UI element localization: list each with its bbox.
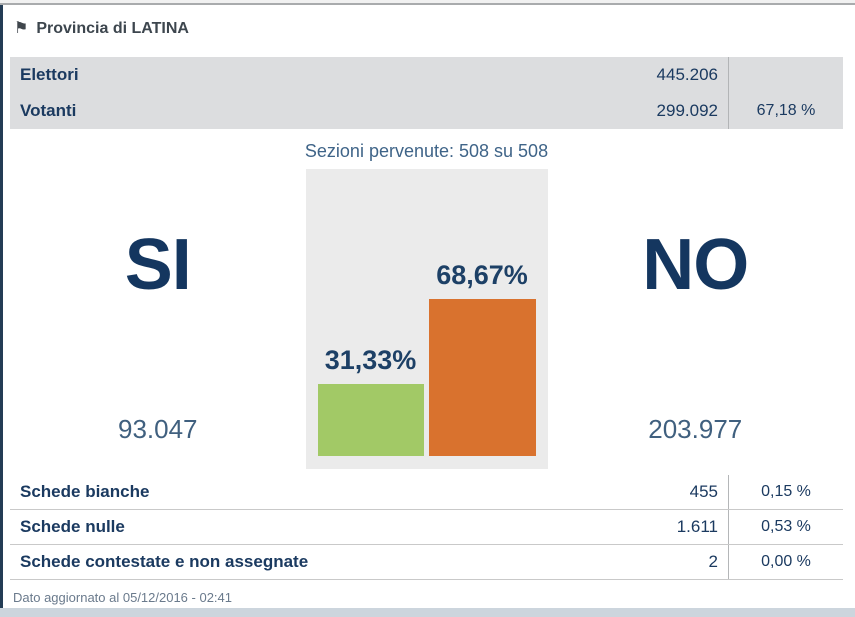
no-percent-label: 68,67% [436, 260, 528, 290]
row-value: 1.611 [676, 517, 718, 536]
row-value: 2 [708, 552, 718, 571]
row-label: Schede contestate e non assegnate [20, 552, 309, 571]
row-value: 455 [689, 482, 718, 501]
flag-icon: ⚑ [14, 20, 29, 37]
row-percent: 67,18 % [728, 93, 843, 129]
bar-si [317, 384, 424, 456]
table-row-schede-contestate: Schede contestate e non assegnate 2 0,00… [10, 545, 843, 580]
option-si-votes: 93.047 [117, 414, 198, 444]
row-percent: 0,00 % [728, 545, 843, 579]
sections-received-line: Sezioni pervenute: 508 su 508 [304, 141, 549, 161]
row-label: Votanti [20, 101, 77, 120]
update-timestamp: Dato aggiornato al 05/12/2016 - 02:41 [13, 590, 233, 605]
row-label: Schede nulle [20, 517, 125, 536]
row-label: Elettori [20, 65, 79, 84]
widget-header: ⚑ Provincia di LATINA [10, 17, 843, 41]
table-row-schede-nulle: Schede nulle 1.611 0,53 % [10, 510, 843, 545]
table-row-votanti: Votanti 299.092 67,18 % [10, 93, 843, 129]
option-no-column: NO 203.977 [548, 169, 844, 471]
option-si-label: SI [124, 225, 192, 305]
row-value: 299.092 [656, 101, 718, 120]
turnout-table: Elettori 445.206 Votanti 299.092 67,18 % [10, 57, 843, 129]
ballots-table: Schede bianche 455 0,15 % Schede nulle 1… [10, 475, 843, 580]
row-percent: 0,53 % [728, 510, 843, 544]
table-row-schede-bianche: Schede bianche 455 0,15 % [10, 475, 843, 510]
row-percent [728, 57, 843, 93]
bar-chart: 31,33% 68,67% [305, 169, 548, 469]
option-no-votes: 203.977 [648, 414, 743, 444]
row-label: Schede bianche [20, 482, 150, 501]
page-title: Provincia di LATINA [36, 20, 189, 37]
table-row-elettori: Elettori 445.206 [10, 57, 843, 93]
row-percent: 0,15 % [728, 475, 843, 509]
top-divider [0, 0, 855, 5]
option-si-column: SI 93.047 [10, 169, 306, 471]
bar-no [428, 299, 536, 456]
referendum-results-widget: ⚑ Provincia di LATINA Elettori 445.206 V… [0, 5, 855, 608]
chart-section: SI 93.047 31,33% 68,67% NO 203.977 [10, 169, 843, 471]
row-value: 445.206 [656, 65, 718, 84]
si-percent-label: 31,33% [324, 345, 417, 375]
option-no-label: NO [642, 225, 749, 305]
